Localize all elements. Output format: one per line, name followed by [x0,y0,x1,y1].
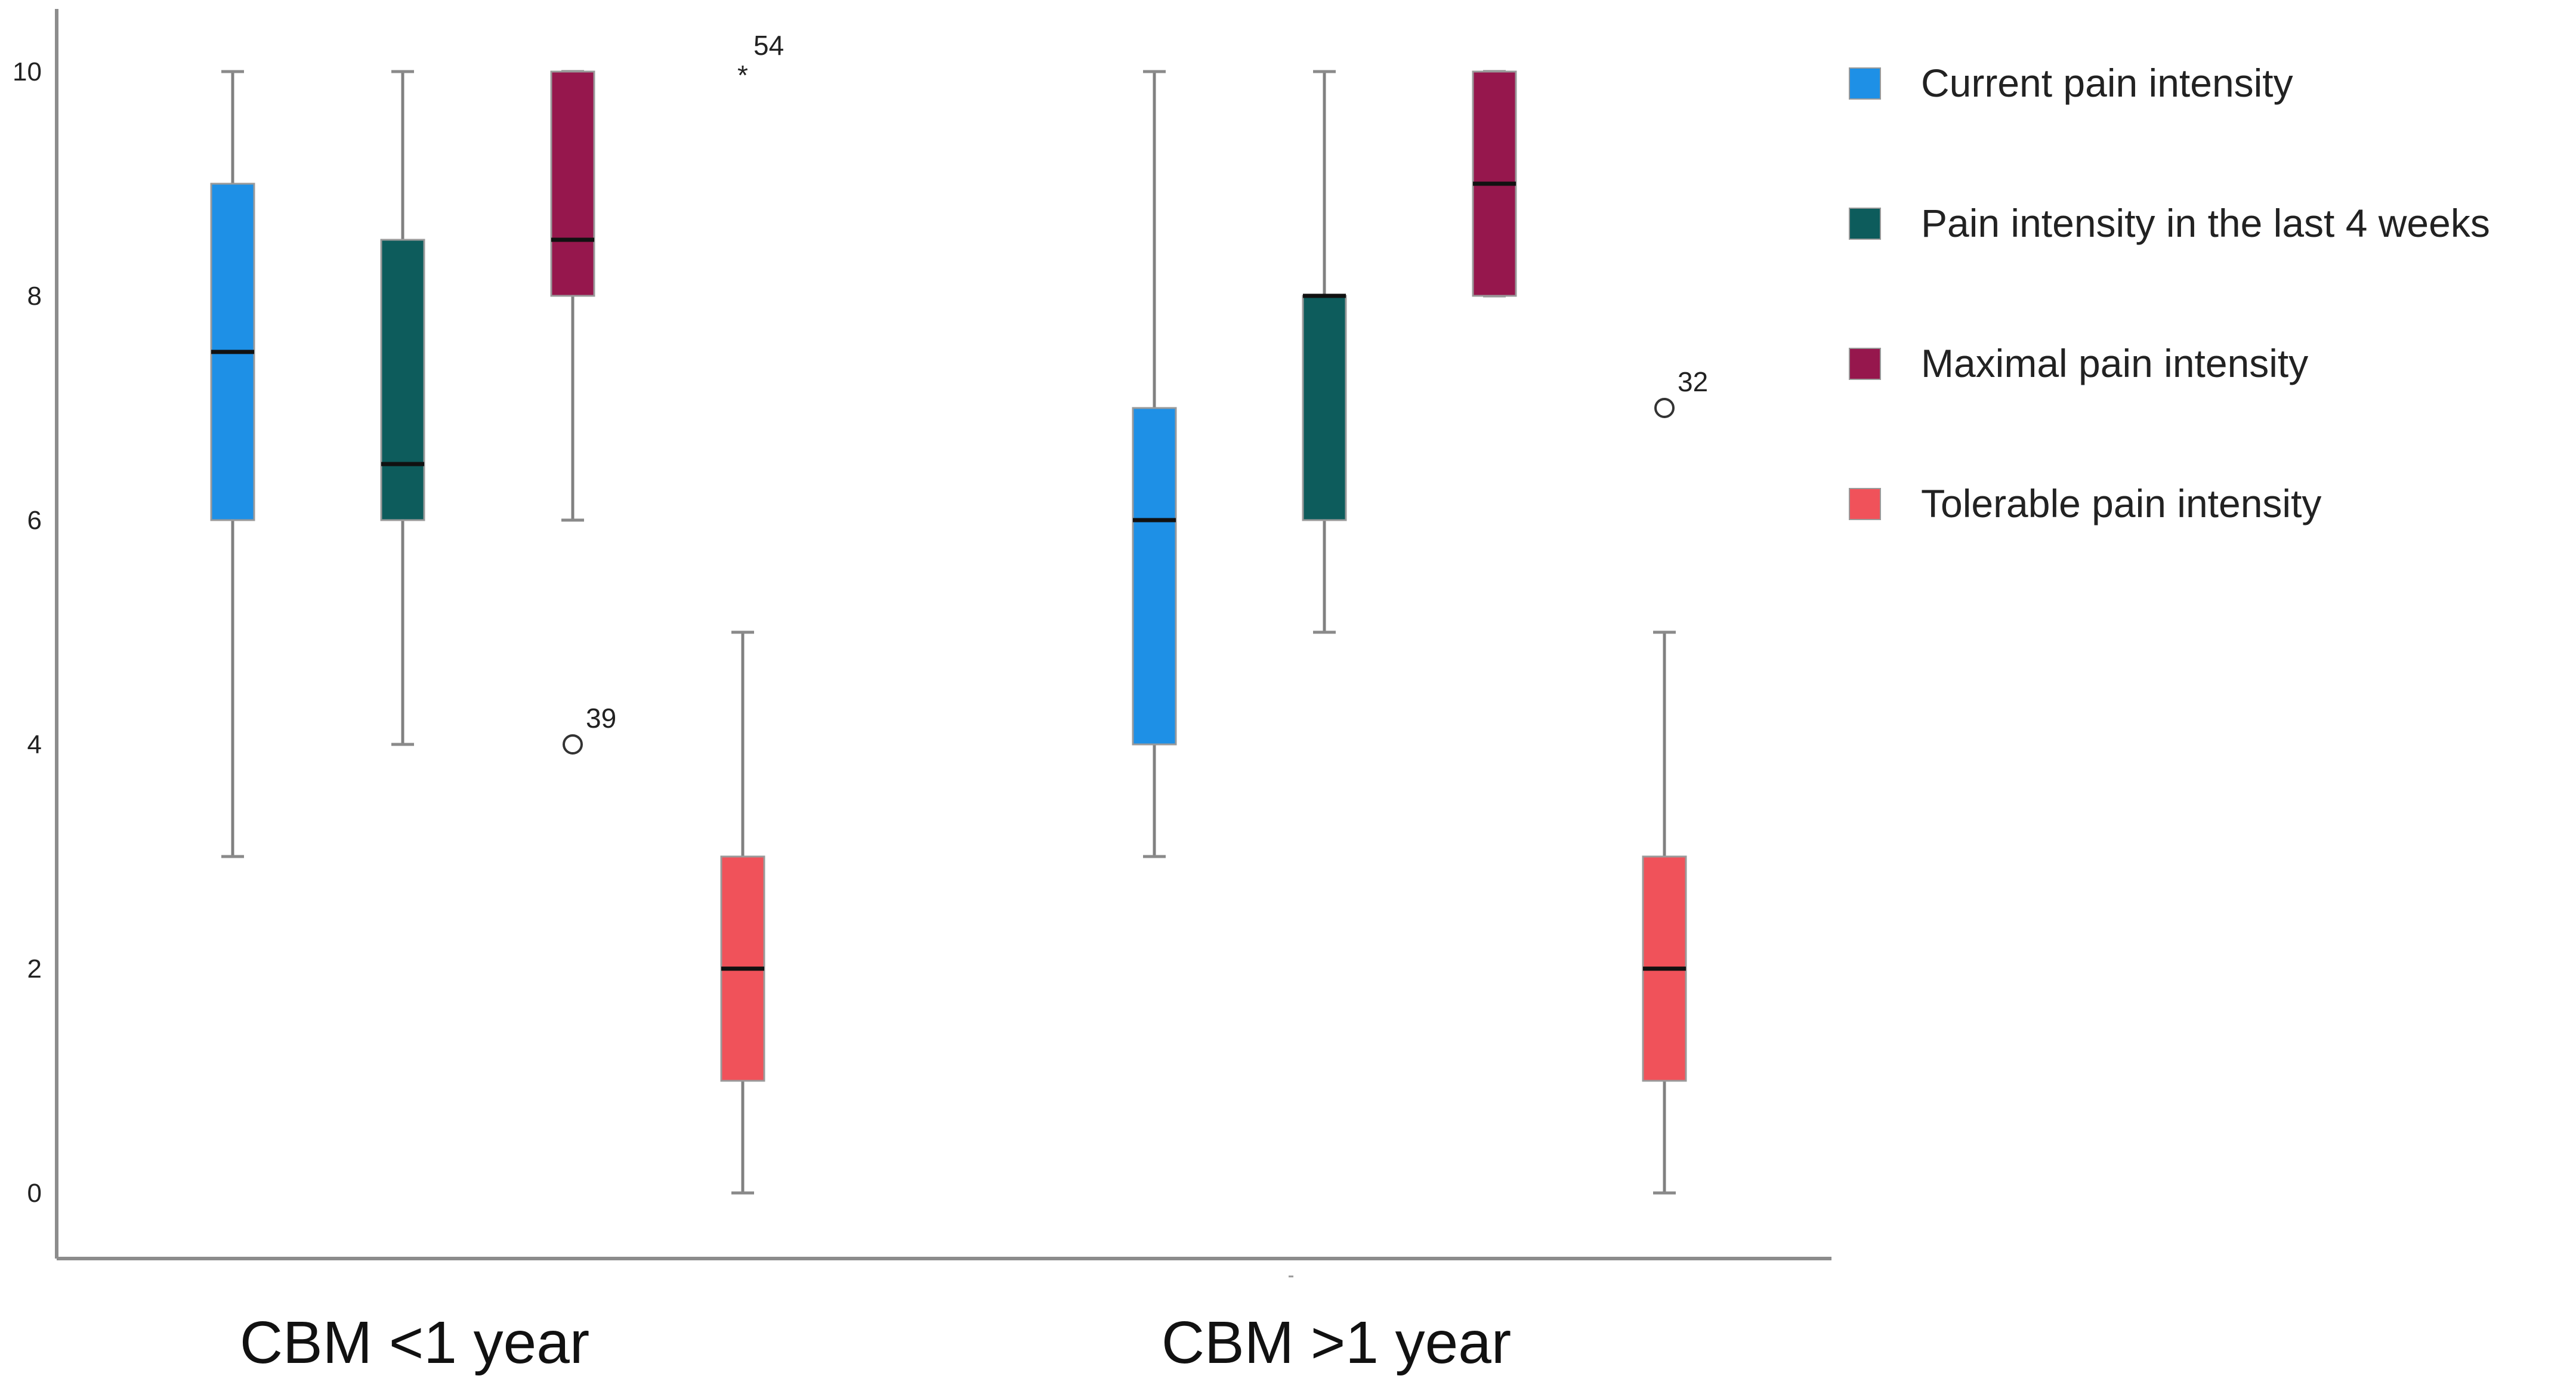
y-tick-label: 8 [27,282,42,311]
x-category-label: CBM <1 year [240,1309,589,1376]
box [550,70,595,297]
box [1132,407,1177,746]
legend-label: Maximal pain intensity [1921,341,2308,385]
y-tick-label: 0 [27,1179,42,1208]
y-tick-label: 10 [13,57,42,86]
outlier-circle [1654,398,1675,418]
outlier-label: 39 [586,703,616,734]
box [1302,295,1347,521]
legend-swatch [1849,348,1881,380]
outlier-label: 32 [1678,366,1708,397]
legend-swatch [1849,208,1881,240]
y-tick-label: 6 [27,506,42,535]
y-tick-label: 2 [27,954,42,984]
legend-swatch [1849,488,1881,520]
x-category-label: CBM >1 year [1162,1309,1511,1376]
legend-label: Current pain intensity [1921,61,2293,105]
legend-label: Tolerable pain intensity [1921,481,2321,525]
legend-label: Pain intensity in the last 4 weeks [1921,201,2490,245]
outlier-circle [563,734,583,755]
box [380,239,425,521]
y-tick-label: 4 [27,730,42,759]
outlier-label: 54 [753,30,784,61]
outlier-star: * [737,60,748,91]
legend-swatch [1849,67,1881,100]
